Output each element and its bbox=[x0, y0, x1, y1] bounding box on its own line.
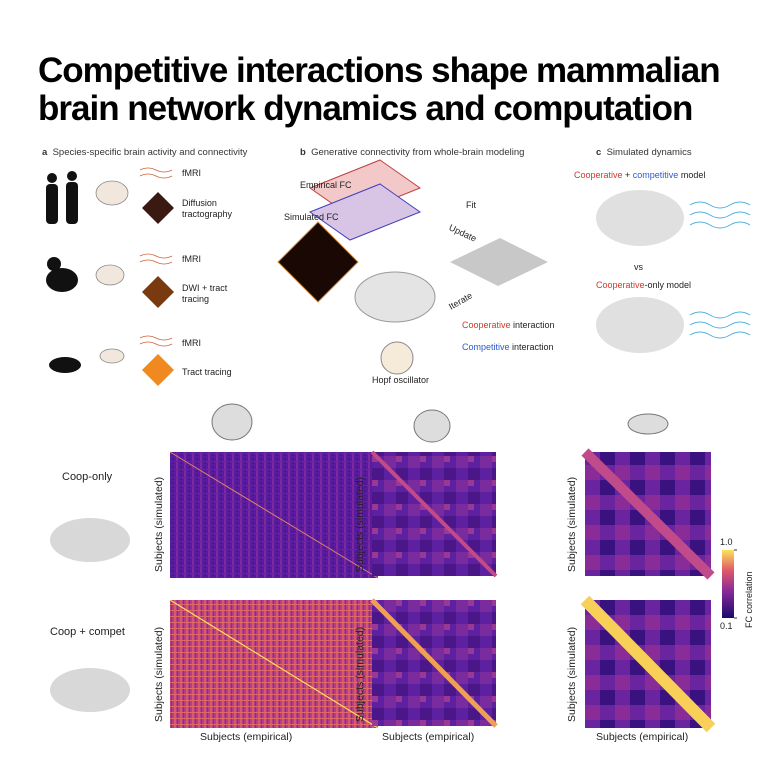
label: fMRI bbox=[182, 338, 201, 348]
label: Fit bbox=[466, 200, 476, 210]
legend-text: interaction bbox=[510, 320, 555, 330]
panel-label: c bbox=[596, 147, 602, 158]
panel-title: Generative connectivity from whole-brain… bbox=[311, 147, 525, 158]
legend-kind: Cooperative bbox=[462, 320, 511, 330]
panel-b-header: b Generative connectivity from whole-bra… bbox=[300, 147, 524, 158]
panel-label: b bbox=[300, 147, 306, 158]
text: Cooperative bbox=[574, 170, 623, 180]
y-axis-label: Subjects (simulated) bbox=[354, 626, 366, 722]
y-axis-label: Subjects (simulated) bbox=[566, 476, 578, 572]
legend-item: Competitive interaction bbox=[462, 342, 554, 353]
panel-title: Simulated dynamics bbox=[606, 147, 692, 158]
model-label: Cooperative-only model bbox=[596, 280, 691, 291]
text: Cooperative bbox=[596, 280, 645, 290]
text: -only model bbox=[644, 280, 692, 290]
y-axis-label: Subjects (simulated) bbox=[354, 476, 366, 572]
row-label: Coop + compet bbox=[50, 626, 125, 638]
label: Diffusion tractography bbox=[182, 198, 233, 219]
title: Competitive interactions shape mammalian… bbox=[38, 51, 721, 128]
panel-a-header: a Species-specific brain activity and co… bbox=[42, 147, 247, 158]
label: Hopf oscillator bbox=[372, 375, 430, 385]
colorbar-tick-label: 0.1 bbox=[720, 621, 733, 631]
label: DWI + tract tracing bbox=[182, 283, 228, 304]
label: fMRI bbox=[182, 254, 201, 264]
x-axis-label: Subjects (empirical) bbox=[382, 731, 475, 743]
panel-c-header: c Simulated dynamics bbox=[596, 147, 692, 158]
label: Empirical FC bbox=[300, 180, 352, 190]
panel-label: a bbox=[42, 147, 48, 158]
label: vs bbox=[634, 262, 643, 272]
label: Tract tracing bbox=[182, 367, 232, 377]
x-axis-label: Subjects (empirical) bbox=[596, 731, 689, 743]
legend-text: interaction bbox=[509, 342, 554, 352]
colorbar-tick-label: 1.0 bbox=[720, 537, 733, 547]
colorbar-label: FC correlation bbox=[744, 571, 754, 628]
text: model bbox=[678, 170, 706, 180]
y-axis-label: Subjects (simulated) bbox=[153, 476, 165, 572]
text: + bbox=[622, 170, 633, 180]
legend-item: Cooperative interaction bbox=[462, 320, 555, 331]
label: Simulated FC bbox=[284, 212, 339, 222]
panel-title: Species-specific brain activity and conn… bbox=[52, 147, 248, 158]
y-axis-label: Subjects (simulated) bbox=[153, 626, 165, 722]
label: fMRI bbox=[182, 168, 201, 178]
model-label: Cooperative + competitive model bbox=[574, 170, 705, 181]
row-label: Coop-only bbox=[62, 471, 113, 483]
x-axis-label: Subjects (empirical) bbox=[200, 731, 293, 743]
text: competitive bbox=[632, 170, 679, 180]
legend-kind: Competitive bbox=[462, 342, 510, 352]
y-axis-label: Subjects (simulated) bbox=[566, 626, 578, 722]
